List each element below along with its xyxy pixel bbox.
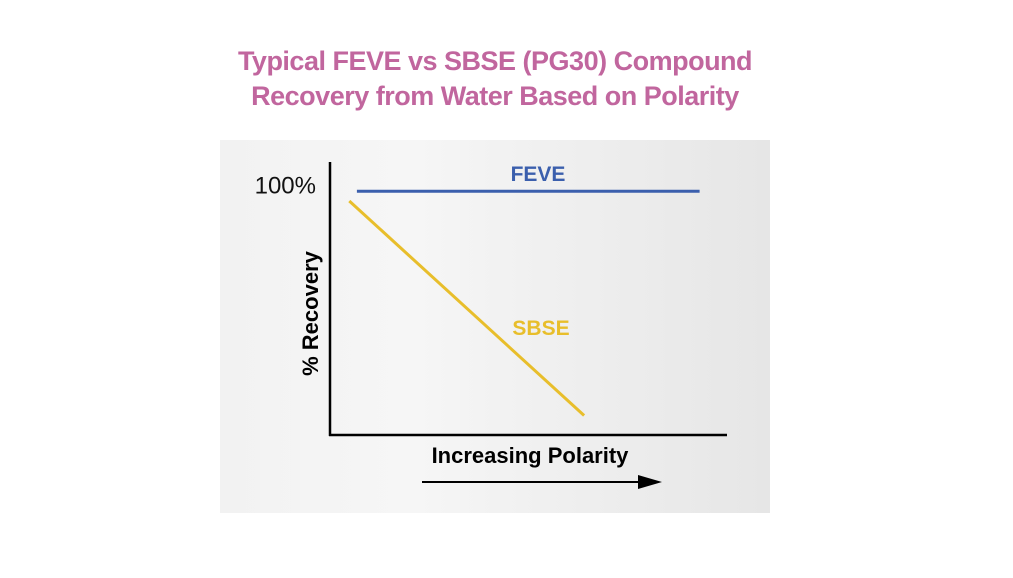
series-label-sbse: SBSE	[512, 317, 569, 340]
series-label-feve: FEVE	[511, 163, 566, 186]
polarity-arrow-head-icon	[638, 475, 662, 489]
plot-panel	[220, 140, 770, 513]
chart-title-line-2: Recovery from Water Based on Polarity	[251, 81, 739, 111]
y-axis-label: % Recovery	[298, 250, 323, 376]
series-line-sbse	[348, 199, 586, 417]
chart-title-line-1: Typical FEVE vs SBSE (PG30) Compound	[237, 46, 753, 76]
y-tick-label-100: 100%	[255, 172, 316, 199]
x-axis-label: Increasing Polarity	[432, 443, 630, 468]
series-layer	[348, 189, 700, 417]
chart-title: Typical FEVE vs SBSE (PG30) Compound Rec…	[0, 44, 990, 114]
